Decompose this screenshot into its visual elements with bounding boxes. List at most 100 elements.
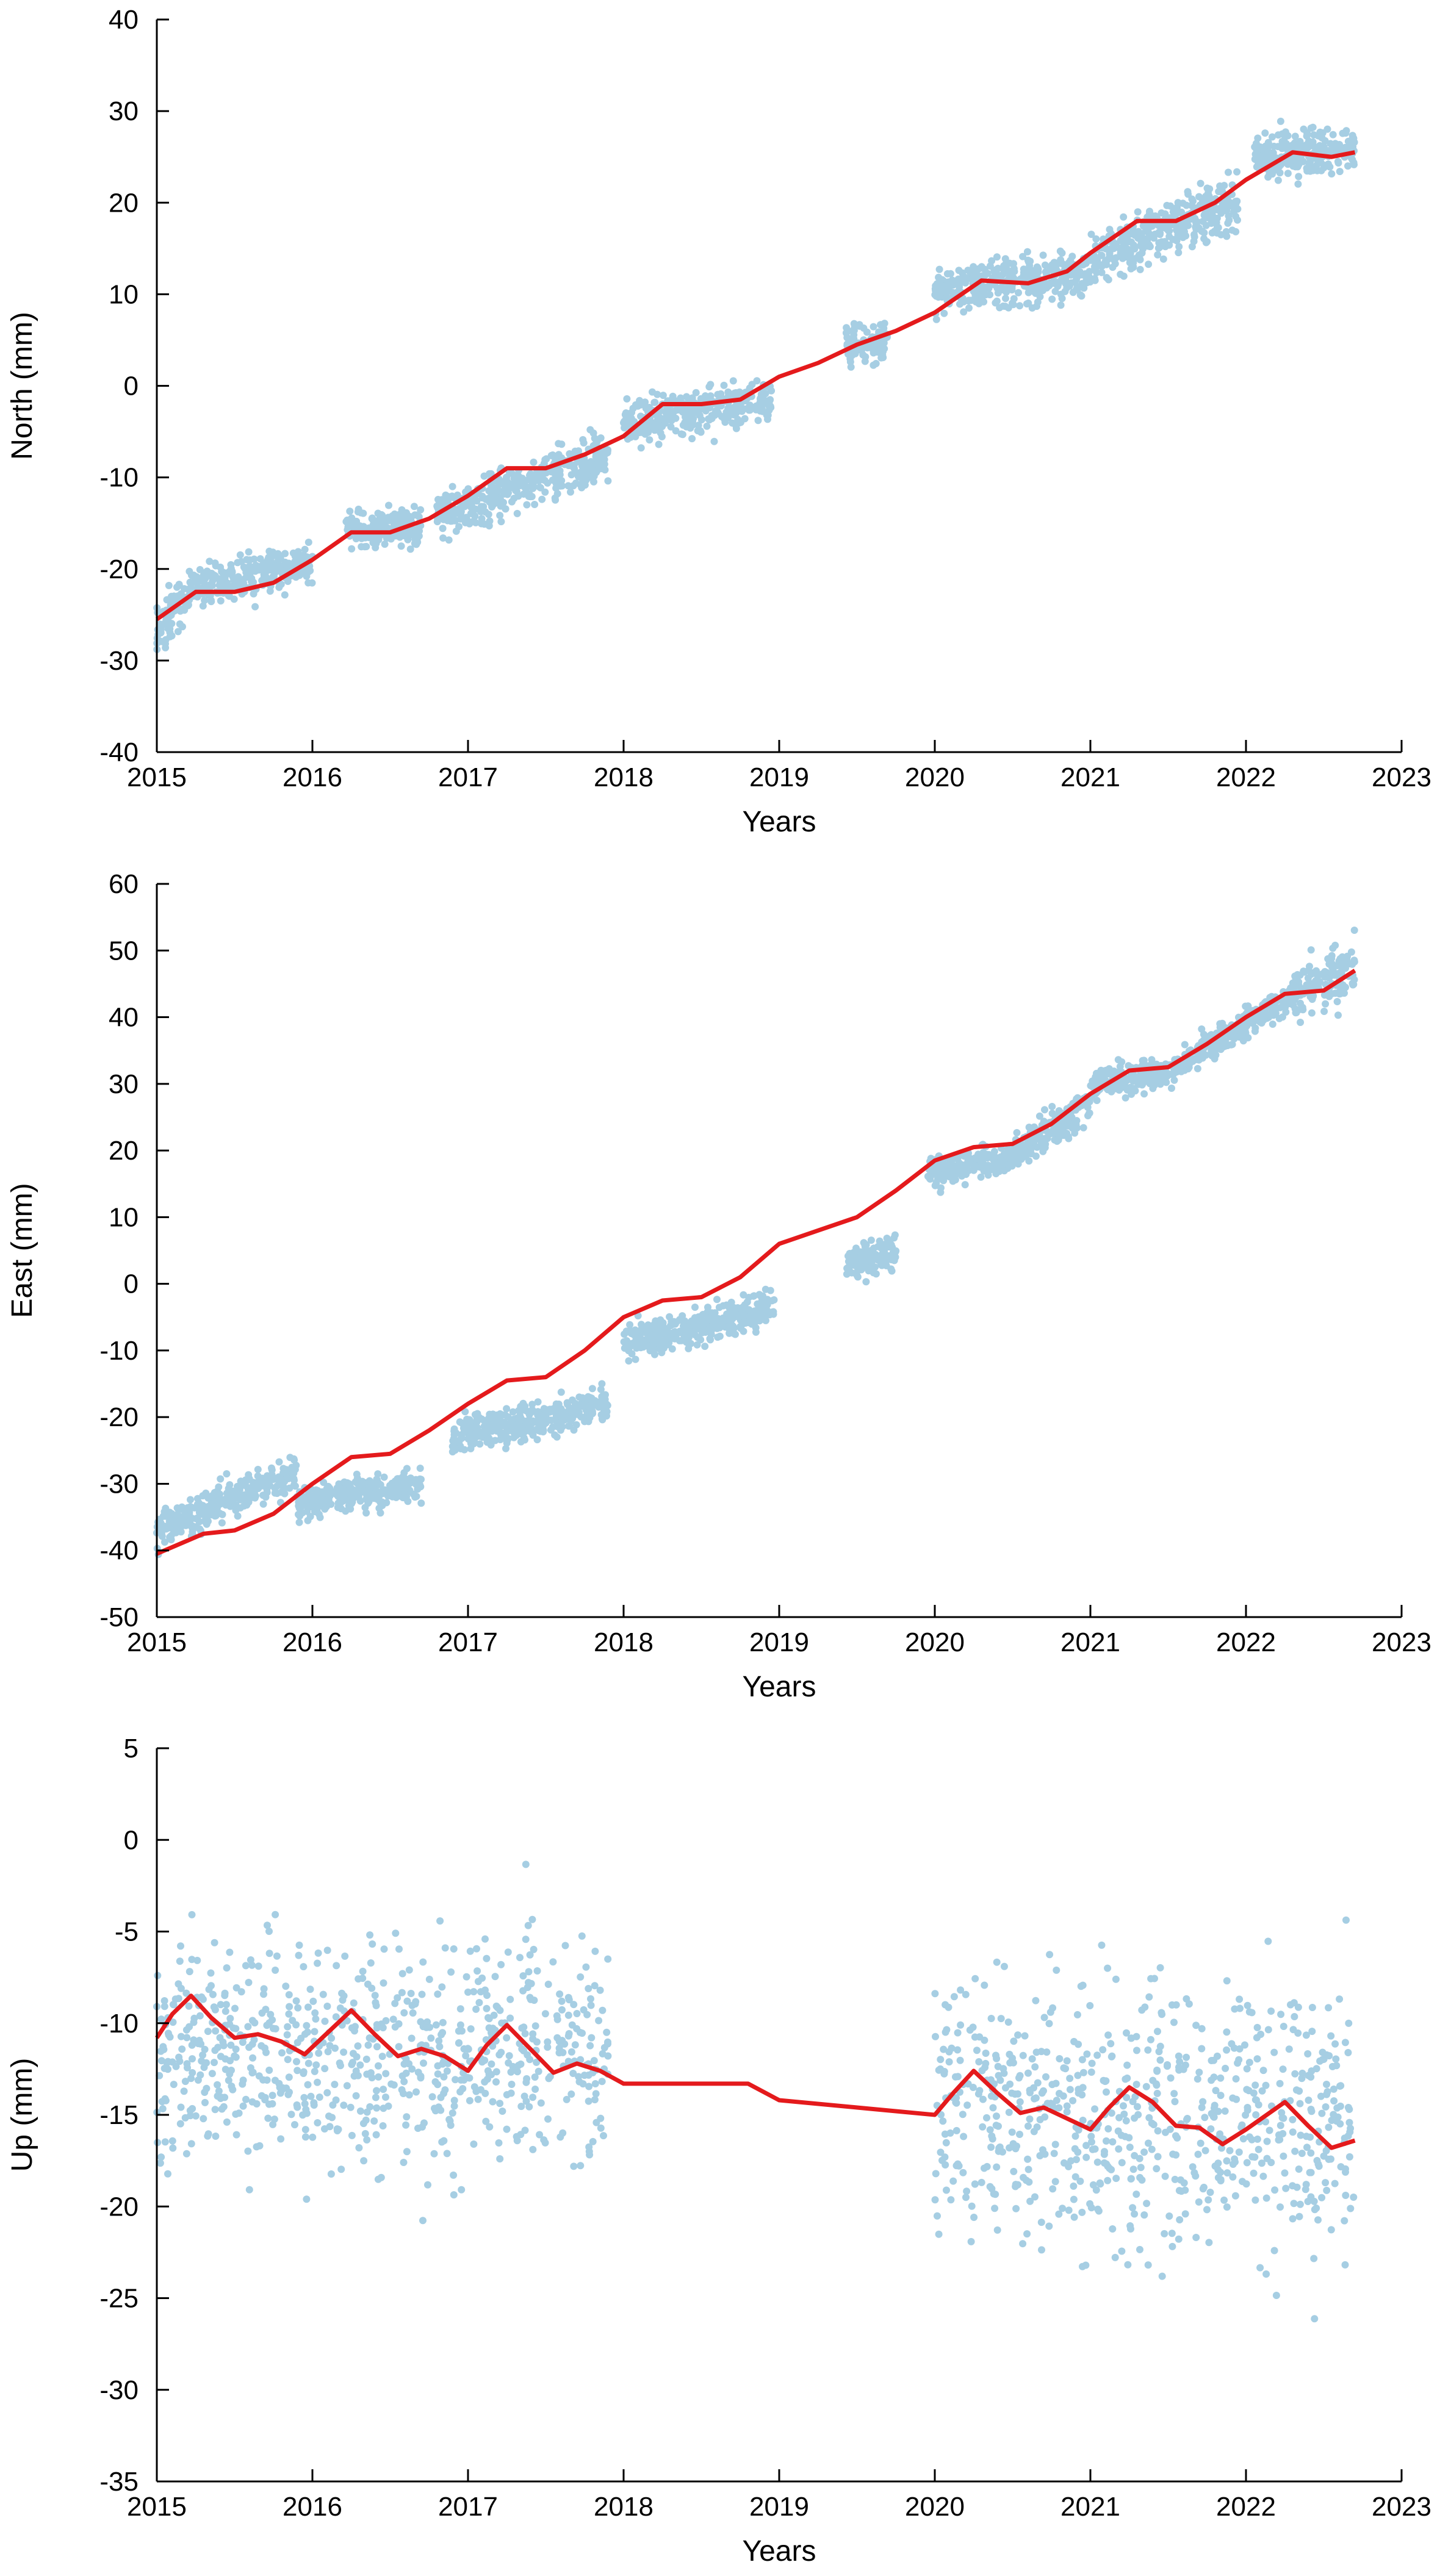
y-tick-label: -30: [99, 646, 139, 676]
data-point: [752, 1328, 760, 1336]
data-point: [964, 1157, 972, 1165]
data-point: [1010, 274, 1017, 282]
data-point: [1187, 201, 1195, 209]
data-point: [513, 509, 521, 517]
data-point: [732, 425, 740, 432]
data-point: [301, 545, 309, 553]
y-tick-label: 30: [109, 96, 139, 126]
data-point: [254, 1466, 262, 1473]
data-point: [273, 1490, 281, 1498]
data-point: [237, 558, 245, 565]
data-point: [260, 573, 268, 581]
data-point: [1215, 1044, 1223, 1052]
data-point: [1118, 254, 1126, 262]
data-point: [1168, 1085, 1175, 1092]
data-point: [504, 1435, 512, 1443]
data-point: [1340, 959, 1348, 967]
data-point: [725, 1310, 732, 1318]
data-point: [328, 2034, 336, 2042]
data-point: [999, 270, 1007, 278]
data-point: [1295, 981, 1303, 989]
data-point: [223, 1470, 231, 1478]
data-point: [741, 1301, 749, 1308]
data-point: [877, 1261, 885, 1269]
data-point: [513, 1426, 520, 1434]
data-point: [1182, 232, 1190, 240]
data-point: [256, 555, 264, 563]
data-point: [961, 1181, 969, 1189]
data-point: [581, 1418, 589, 1426]
data-point: [951, 1176, 959, 1184]
data-point: [582, 476, 590, 484]
data-point: [552, 496, 560, 504]
data-point: [1211, 228, 1219, 235]
data-point: [550, 1408, 558, 1415]
data-point: [1194, 1064, 1201, 1072]
data-point: [1265, 1013, 1273, 1021]
data-point: [240, 1493, 248, 1501]
data-point: [1158, 209, 1165, 217]
data-point: [566, 450, 574, 457]
data-point: [523, 501, 531, 509]
data-point: [1223, 1042, 1231, 1049]
data-point: [283, 1466, 290, 1474]
data-point: [176, 620, 184, 628]
data-point: [497, 502, 505, 510]
data-point: [1086, 1110, 1093, 1118]
data-point: [707, 1325, 714, 1333]
data-point: [470, 1439, 478, 1447]
data-point: [1010, 295, 1018, 303]
data-point: [1009, 301, 1017, 309]
data-point: [217, 583, 225, 591]
data-point: [1339, 129, 1347, 137]
data-point: [542, 1413, 550, 1421]
data-point: [762, 1316, 769, 1324]
data-point: [295, 1518, 303, 1526]
data-point: [245, 1498, 253, 1506]
data-point: [1328, 170, 1336, 178]
data-point: [486, 493, 494, 501]
data-point: [458, 1433, 465, 1441]
data-point: [542, 455, 550, 463]
data-point: [335, 1485, 343, 1493]
data-point: [741, 415, 749, 423]
data-point: [685, 1344, 693, 1352]
data-point: [621, 418, 628, 426]
data-point: [226, 1487, 234, 1494]
data-point: [1146, 243, 1154, 251]
data-point: [174, 592, 182, 600]
y-tick-label: -40: [99, 737, 139, 767]
data-point: [581, 470, 589, 478]
data-point: [417, 1499, 425, 1507]
data-point: [188, 572, 195, 579]
data-point: [439, 525, 447, 533]
y-tick-label: 40: [109, 5, 139, 35]
data-point: [319, 1490, 326, 1498]
data-point: [1277, 160, 1285, 168]
data-point: [195, 1503, 203, 1511]
data-point: [888, 1243, 896, 1251]
data-point: [948, 276, 956, 284]
data-point: [1000, 1160, 1008, 1168]
data-point: [355, 505, 362, 513]
data-point: [491, 1437, 499, 1444]
x-tick-label: 2019: [749, 762, 809, 792]
data-point: [353, 1470, 361, 1478]
data-point: [168, 1510, 176, 1518]
data-point: [368, 515, 376, 523]
data-point: [398, 511, 406, 519]
data-point: [232, 1501, 240, 1509]
data-point: [218, 1510, 226, 1518]
data-point: [413, 511, 421, 519]
data-point: [1142, 1074, 1149, 1082]
y-tick-label: 20: [109, 188, 139, 218]
data-point: [1270, 142, 1278, 150]
data-point: [358, 543, 365, 551]
data-point: [597, 1385, 605, 1393]
data-point: [1129, 264, 1137, 271]
data-point: [401, 532, 408, 540]
data-point: [268, 1472, 276, 1480]
data-point: [1090, 266, 1098, 273]
data-point: [694, 422, 702, 429]
data-point: [274, 550, 282, 558]
